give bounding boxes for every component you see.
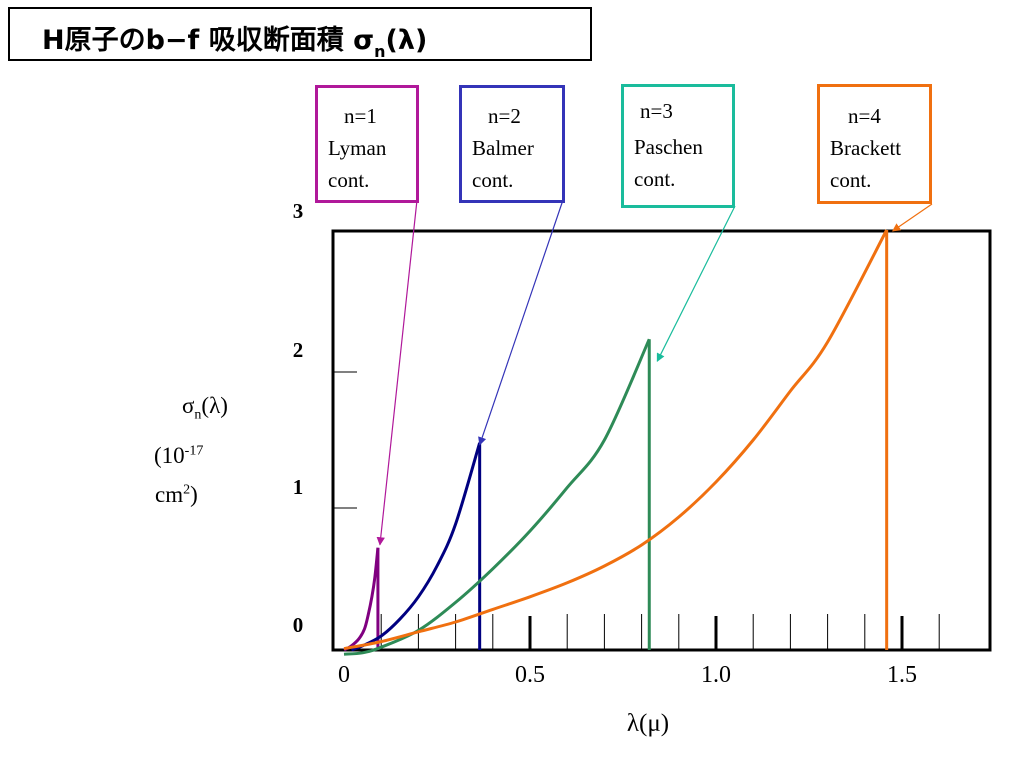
legend-line: cont. — [472, 168, 514, 192]
legend-line: cont. — [328, 168, 370, 192]
legend-box-paschen: n=3 Paschen cont. — [621, 84, 735, 208]
y-axis-label: σn(λ) — [182, 393, 228, 424]
legend-line: n=4 — [848, 104, 881, 128]
x-axis-label: λ(μ) — [627, 710, 669, 737]
legend-line: n=3 — [640, 99, 673, 123]
y-tick-label: 0 — [293, 613, 304, 637]
legend-box-balmer: n=2 Balmer cont. — [459, 85, 565, 203]
legend-box-brackett: n=4 Brackett cont. — [817, 84, 932, 204]
plot-frame — [331, 229, 992, 652]
legend-line: cont. — [634, 167, 676, 191]
y-tick-label: 2 — [293, 338, 304, 362]
y-label-arg: (λ) — [201, 393, 228, 418]
title-subscript: n — [374, 42, 386, 61]
x-tick-label: 0 — [338, 662, 350, 688]
chart-title: H原子のb−f 吸収断面積 σn(λ) — [42, 18, 428, 61]
legend-line: n=1 — [344, 104, 377, 128]
y-unit-close: ) — [190, 482, 198, 507]
y-unit-exponent2: 2 — [183, 482, 191, 498]
x-tick-label: 1.5 — [887, 662, 917, 688]
legend-line: n=2 — [488, 104, 521, 128]
legend-box-lyman: n=1 Lyman cont. — [315, 85, 419, 203]
y-unit-cm: cm — [155, 482, 184, 507]
title-text: H原子のb−f 吸収断面積 σ — [42, 25, 375, 56]
series-curve-brackett — [343, 229, 889, 651]
legend-line: Paschen — [634, 135, 703, 159]
leader-arrow-balmer — [478, 199, 564, 446]
x-tick-label: 0.5 — [515, 662, 545, 688]
leader-arrow-brackett — [891, 203, 933, 232]
legend-line: Brackett — [830, 136, 902, 160]
leader-arrow-paschen — [656, 205, 736, 362]
legend-line: cont. — [830, 168, 872, 192]
y-label-sub: n — [194, 407, 202, 423]
y-axis-unit-line2: cm2) — [155, 482, 198, 508]
x-tick-label: 1.0 — [701, 662, 731, 688]
title-tail: (λ) — [385, 25, 428, 56]
y-tick-label: 3 — [293, 199, 304, 223]
y-label-symbol: σ — [182, 393, 195, 418]
y-tick-label: 1 — [293, 475, 304, 499]
series-curve-lyman — [343, 547, 380, 652]
y-axis-unit-line1: (10-17 — [154, 443, 203, 469]
y-unit-base: (10 — [154, 443, 185, 468]
leader-arrow-lyman — [376, 199, 418, 546]
title-box: H原子のb−f 吸収断面積 σn(λ) — [8, 7, 592, 61]
y-unit-exponent: -17 — [184, 443, 204, 459]
series-curve-paschen — [343, 338, 651, 656]
legend-line: Balmer — [472, 136, 534, 160]
legend-line: Lyman — [328, 136, 387, 160]
